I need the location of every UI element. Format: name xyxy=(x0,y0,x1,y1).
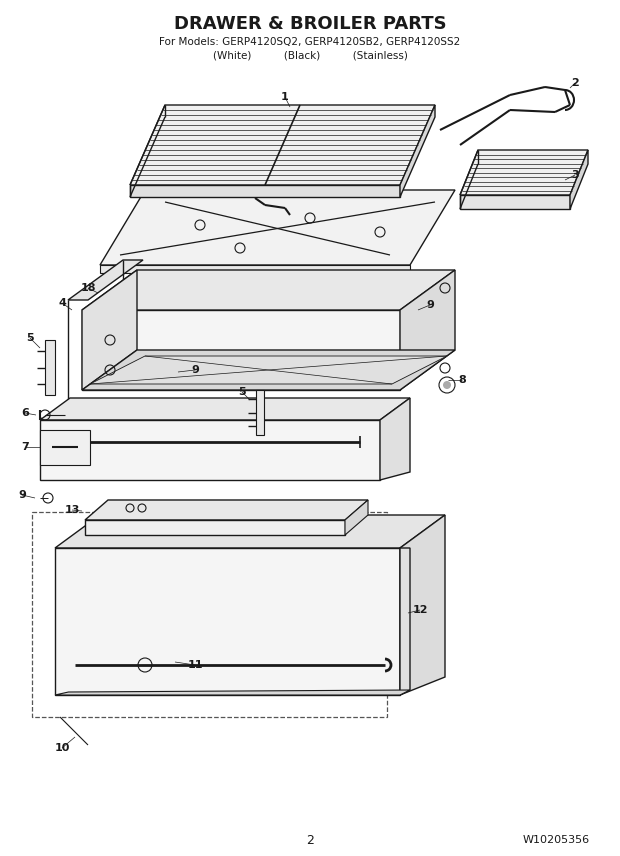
Text: 9: 9 xyxy=(426,300,434,310)
Text: 5: 5 xyxy=(238,387,246,397)
Polygon shape xyxy=(85,520,345,535)
Polygon shape xyxy=(40,398,410,420)
Polygon shape xyxy=(380,398,410,480)
Text: (White)          (Black)          (Stainless): (White) (Black) (Stainless) xyxy=(213,50,407,60)
Polygon shape xyxy=(82,270,455,310)
Text: 4: 4 xyxy=(58,298,66,308)
Text: eReplacementParts.com: eReplacementParts.com xyxy=(234,438,386,451)
Polygon shape xyxy=(400,105,435,197)
Polygon shape xyxy=(130,185,400,197)
Polygon shape xyxy=(400,270,455,390)
Polygon shape xyxy=(55,690,410,695)
Text: 1: 1 xyxy=(281,92,289,102)
Text: 9: 9 xyxy=(18,490,26,500)
Text: 8: 8 xyxy=(458,375,466,385)
Text: 2: 2 xyxy=(571,78,579,88)
Text: 6: 6 xyxy=(21,408,29,418)
Text: 2: 2 xyxy=(306,834,314,847)
Polygon shape xyxy=(82,350,455,390)
Polygon shape xyxy=(130,105,435,185)
Text: 13: 13 xyxy=(64,505,80,515)
Polygon shape xyxy=(100,265,410,273)
Polygon shape xyxy=(400,548,410,695)
Text: DRAWER & BROILER PARTS: DRAWER & BROILER PARTS xyxy=(174,15,446,33)
Text: 7: 7 xyxy=(21,442,29,452)
Polygon shape xyxy=(40,420,380,480)
Text: W10205356: W10205356 xyxy=(523,835,590,845)
Polygon shape xyxy=(55,515,445,548)
Polygon shape xyxy=(460,150,588,195)
Polygon shape xyxy=(45,340,55,395)
Text: For Models: GERP4120SQ2, GERP4120SB2, GERP4120SS2: For Models: GERP4120SQ2, GERP4120SB2, GE… xyxy=(159,37,461,47)
Text: 10: 10 xyxy=(55,743,69,753)
Polygon shape xyxy=(570,150,588,209)
Polygon shape xyxy=(82,310,400,390)
Polygon shape xyxy=(82,270,137,390)
Polygon shape xyxy=(400,515,445,695)
Polygon shape xyxy=(460,195,570,209)
Polygon shape xyxy=(40,430,90,465)
Text: 9: 9 xyxy=(191,365,199,375)
Polygon shape xyxy=(345,500,368,535)
Polygon shape xyxy=(256,390,264,435)
Polygon shape xyxy=(85,500,368,520)
Bar xyxy=(32,512,387,717)
Polygon shape xyxy=(55,548,400,695)
Polygon shape xyxy=(90,356,447,384)
Text: 12: 12 xyxy=(412,605,428,615)
Circle shape xyxy=(443,381,451,389)
Text: 3: 3 xyxy=(571,170,579,180)
Text: 5: 5 xyxy=(26,333,34,343)
Polygon shape xyxy=(68,260,143,300)
Text: 11: 11 xyxy=(187,660,203,670)
Polygon shape xyxy=(100,190,455,265)
Text: 18: 18 xyxy=(80,283,95,293)
